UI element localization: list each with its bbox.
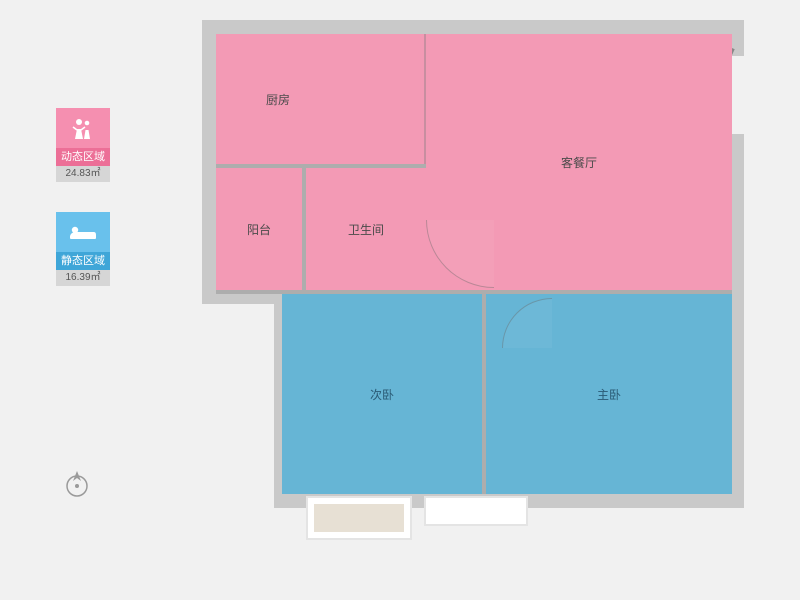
legend-dynamic-title: 动态区域 (56, 148, 110, 166)
legend-static-title: 静态区域 (56, 252, 110, 270)
room-bathroom: 卫生间 (306, 168, 426, 290)
wall-divider (302, 168, 306, 290)
sleep-icon (56, 212, 110, 252)
wall-divider (216, 164, 426, 168)
people-icon (56, 108, 110, 148)
room-bedroom2: 次卧 (282, 294, 482, 494)
balcony-extension (424, 496, 528, 526)
room-balcony: 阳台 (216, 168, 302, 290)
balcony-extension (306, 496, 412, 540)
room-label-balcony: 阳台 (247, 221, 271, 238)
room-label-bedroom1: 主卧 (597, 386, 621, 403)
room-kitchen: 厨房 (216, 34, 426, 164)
legend-dynamic-value: 24.83㎡ (56, 166, 110, 182)
wall-divider (424, 34, 426, 164)
legend-static-value: 16.39㎡ (56, 270, 110, 286)
floor-plan: 厨房 客餐厅 阳台 卫生间 次卧 主卧 (202, 20, 744, 550)
legend-static: 静态区域 16.39㎡ (56, 212, 110, 286)
compass-icon (62, 468, 92, 498)
room-label-bathroom: 卫生间 (348, 221, 384, 238)
room-label-kitchen: 厨房 (266, 91, 290, 108)
room-label-bedroom2: 次卧 (370, 386, 394, 403)
room-label-living: 客餐厅 (561, 154, 597, 171)
wall-divider (482, 294, 486, 494)
wall-divider (216, 290, 732, 294)
legend: 动态区域 24.83㎡ 静态区域 16.39㎡ (56, 108, 110, 316)
legend-dynamic: 动态区域 24.83㎡ (56, 108, 110, 182)
